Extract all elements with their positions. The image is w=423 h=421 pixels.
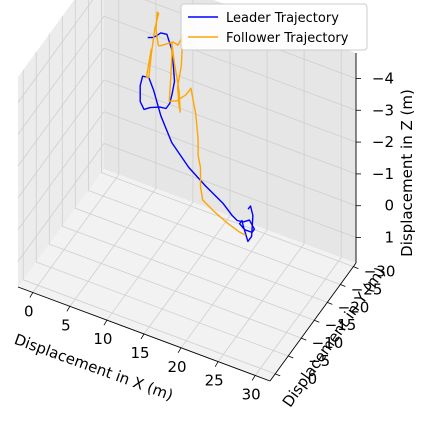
legend-label-follower: Follower Trajectory xyxy=(226,31,349,46)
x-tick-mark xyxy=(251,375,256,381)
y-tick-mark xyxy=(301,337,307,341)
y-tick-label: −30 xyxy=(364,263,396,281)
x-gridline xyxy=(254,47,342,376)
x-tick-label: 5 xyxy=(61,316,71,334)
x-gridline xyxy=(32,0,120,293)
x-gridline xyxy=(69,0,157,307)
y-tick-mark xyxy=(340,284,346,287)
x-gridline xyxy=(217,33,305,362)
y-gridline xyxy=(61,16,315,321)
trajectory-line-follower xyxy=(145,11,246,236)
x-gridline xyxy=(143,6,231,335)
trajectory-line-leader xyxy=(139,32,256,243)
x-tick-label: 15 xyxy=(130,344,149,362)
y-tick-label: −15 xyxy=(325,316,357,334)
y-tick-label: −5 xyxy=(308,352,330,370)
y-axis-line xyxy=(269,262,357,382)
z-gridline xyxy=(17,111,357,230)
z-gridline xyxy=(17,15,357,135)
x-tick-label: 10 xyxy=(93,330,112,348)
x-tick-mark xyxy=(66,306,71,312)
z-gridline xyxy=(17,47,357,167)
x-tick-mark xyxy=(140,333,145,340)
x-tick-label: 0 xyxy=(24,303,34,321)
x-tick-mark xyxy=(214,361,219,367)
y-tick-mark xyxy=(327,301,333,305)
x-gridline xyxy=(180,19,268,349)
x-gridline xyxy=(106,0,194,321)
z-tick-label: −3 xyxy=(372,101,394,119)
y-gridline xyxy=(48,34,302,339)
z-tick-label: 1 xyxy=(384,229,394,247)
x-tick-label: 20 xyxy=(168,358,187,376)
y-gridline xyxy=(22,69,276,375)
z-tick-label: −2 xyxy=(372,133,394,151)
x-tick-mark xyxy=(103,319,108,326)
y-tick-label: −10 xyxy=(312,334,344,352)
y-gridline xyxy=(88,0,341,285)
z-tick-label: −1 xyxy=(372,165,394,183)
z-axis-label: Displacement in Z (m) xyxy=(398,89,416,257)
y-tick-mark xyxy=(314,319,320,323)
legend-box xyxy=(180,3,368,51)
x-tick-mark xyxy=(177,347,182,354)
y-tick-label: 0 xyxy=(308,370,318,388)
left-wall-pane xyxy=(18,0,104,287)
grid-lines xyxy=(17,0,357,376)
y-gridline xyxy=(35,52,289,357)
y-gridline xyxy=(101,0,354,267)
z-tick-label: −4 xyxy=(372,69,394,87)
y-tick-mark xyxy=(275,373,281,377)
x-tick-label: 30 xyxy=(242,385,261,403)
y-tick-label: −25 xyxy=(351,280,383,298)
z-gridline xyxy=(17,143,357,262)
z-tick-label: 0 xyxy=(384,197,394,215)
y-gridline xyxy=(74,0,328,303)
y-tick-label: −20 xyxy=(338,298,370,316)
z-gridline xyxy=(17,79,357,199)
y-tick-mark xyxy=(353,266,359,269)
trajectories xyxy=(139,11,256,243)
legend-label-leader: Leader Trajectory xyxy=(226,11,339,26)
x-tick-mark xyxy=(29,292,34,298)
legend: Leader Trajectory Follower Trajectory xyxy=(180,3,368,51)
y-tick-mark xyxy=(288,355,294,359)
x-tick-label: 25 xyxy=(205,372,224,390)
